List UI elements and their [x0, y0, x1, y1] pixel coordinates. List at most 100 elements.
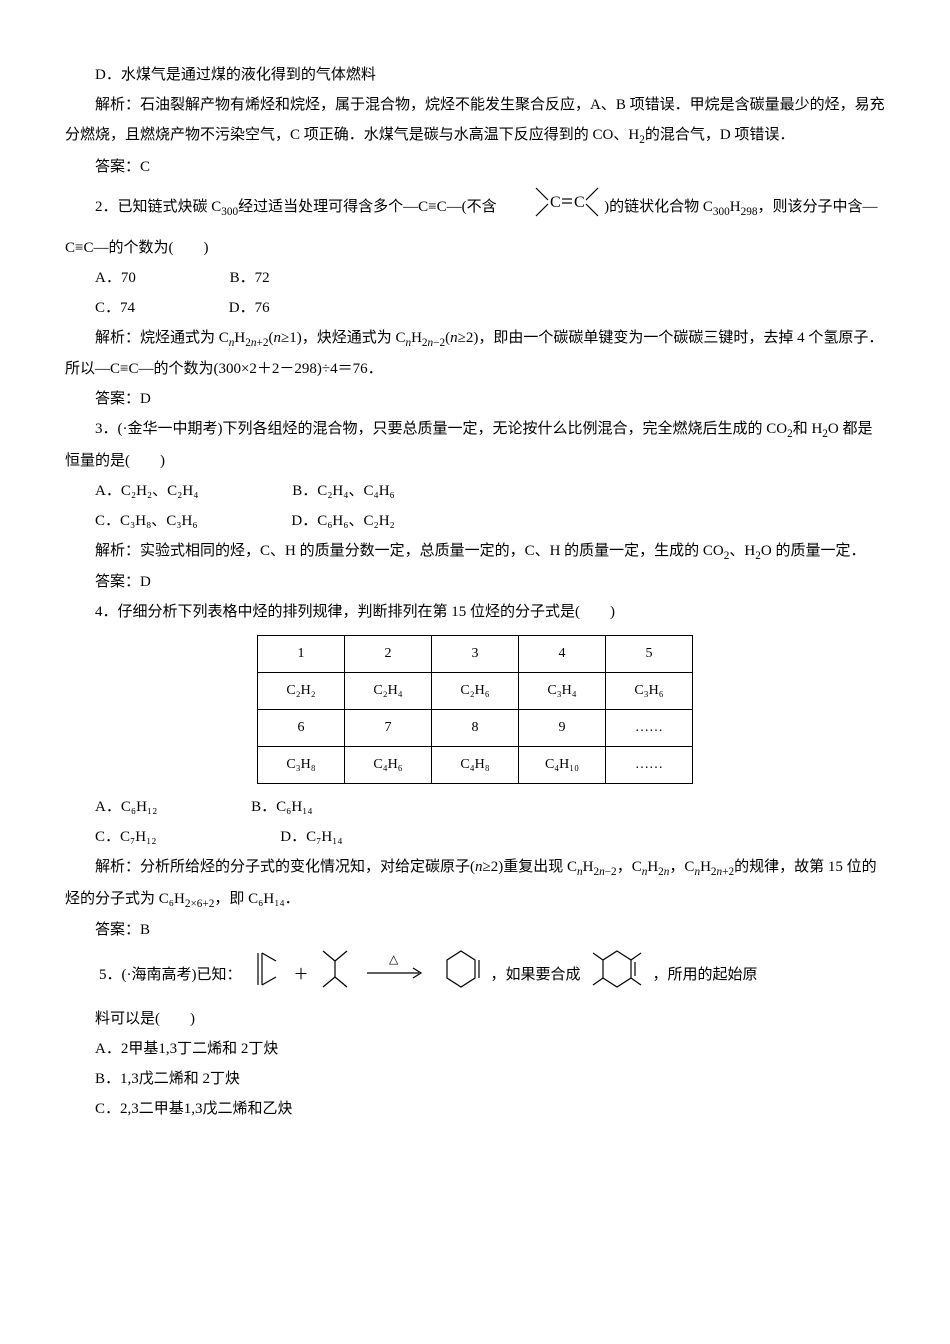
- q5-opt-a: A．2­甲基­1,3­丁二烯和 2­丁炔: [65, 1034, 885, 1064]
- q4-opts-1: A．C₆H₁₂ B．C₆H₁₄: [65, 792, 885, 822]
- table-cell: 4: [519, 636, 606, 673]
- q3e-c: O 的质量一定．: [761, 543, 866, 559]
- table-cell: 6: [258, 710, 345, 747]
- table-cell: C₄H₁₀: [519, 747, 606, 784]
- reactant-diene-icon: [250, 947, 286, 1002]
- sub-2n2: 2n+2: [245, 337, 268, 349]
- q5-c: ，所用的起始原: [653, 960, 758, 990]
- svg-text:△: △: [389, 952, 399, 966]
- q5-a: 5．(·海南高考)已知：: [99, 960, 242, 990]
- q4e-d: ，C: [669, 859, 694, 875]
- question-5: 5．(·海南高考)已知： ＋ △: [95, 945, 885, 1004]
- sub-n1: n: [229, 337, 235, 349]
- q3-opts-2: C．C₃H₈、C₃H₆ D．C₆H₆、C₂H₂: [65, 506, 885, 536]
- q4e-f: ，即 C₆H₁₄．: [214, 891, 299, 907]
- q3-explanation: 解析：实验式相同的烃，C、H 的质量分数一定，总质量一定的，C、H 的质量一定，…: [65, 536, 885, 568]
- sub-262: 2×6+2: [185, 898, 215, 910]
- sub-2np2: 2n+2: [711, 866, 734, 878]
- q2-text-c: )的链状化合物 C: [604, 198, 713, 214]
- table-row: 12345: [258, 636, 693, 673]
- q5-opt-c: C．2,3­二甲基­1,3­戊二烯和乙炔: [65, 1094, 885, 1124]
- question-2: 2．已知链式炔碳 C300经过适当处理可得含多个—C≡C—(不含 C C )的链…: [65, 182, 885, 263]
- question-3: 3．(·金华一中期考)下列各组烃的混合物，只要总质量一定，无论按什么比例混合，完…: [65, 414, 885, 476]
- reactant-alkyne-icon: [317, 947, 353, 1002]
- sub-2n: 2n: [658, 866, 669, 878]
- answer-c: 答案：C: [65, 152, 885, 182]
- sub-n2: n: [405, 337, 411, 349]
- table-row: C₃H₈C₄H₆C₄H₈C₄H₁₀……: [258, 747, 693, 784]
- table-cell: ……: [606, 710, 693, 747]
- q2-opt-d: D．76: [229, 293, 270, 323]
- plus-text: ＋: [294, 960, 309, 990]
- sub-n-q4c: n: [694, 866, 700, 878]
- q2-opts-1: A．70 B．72: [65, 263, 885, 293]
- sub-300: 300: [221, 205, 238, 217]
- q3-opt-c: C．C₃H₈、C₃H₆: [95, 513, 198, 529]
- q3-a: 3．(·金华一中期考)下列各组烃的混合物，只要总质量一定，无论按什么比例混合，完…: [95, 421, 787, 437]
- option-d: D．水煤气是通过煤的液化得到的气体燃料: [65, 60, 885, 90]
- q2-text-a: 2．已知链式炔碳 C: [95, 198, 221, 214]
- n-ge-2: n: [450, 330, 458, 346]
- q2e-a: 解析：烷烃通式为 C: [95, 330, 229, 346]
- target-molecule-icon: [589, 945, 645, 1004]
- table-cell: C₃H₆: [606, 673, 693, 710]
- q2-opts-2: C．74 D．76: [65, 293, 885, 323]
- q3-opts-1: A．C₂H₂、C₂H₄ B．C₂H₄、C₄H₆: [65, 476, 885, 506]
- q5-opt-b: B．1,3­戊二烯和 2­丁炔: [65, 1064, 885, 1094]
- arrow-triangle-icon: △: [361, 951, 431, 998]
- table-cell: C₄H₈: [432, 747, 519, 784]
- table-row: C₂H₂C₂H₄C₂H₆C₃H₄C₃H₆: [258, 673, 693, 710]
- q2e-c: ≥1)，炔烃通式为 C: [281, 330, 405, 346]
- answer-d-1: 答案：D: [65, 384, 885, 414]
- q2-text-b: 经过适当处理可得含多个—C≡C—(不含: [238, 198, 496, 214]
- table-cell: 1: [258, 636, 345, 673]
- q5-b: ，如果要合成: [491, 960, 581, 990]
- table-cell: 8: [432, 710, 519, 747]
- hydrocarbon-table: 12345C₂H₂C₂H₄C₂H₆C₃H₄C₃H₆6789……C₃H₈C₄H₆C…: [257, 635, 693, 784]
- double-bond-icon: C C: [500, 182, 600, 233]
- table-cell: ……: [606, 747, 693, 784]
- q4-opt-c: C．C₇H₁₂: [95, 829, 157, 845]
- table-cell: C₂H₆: [432, 673, 519, 710]
- table-cell: C₄H₆: [345, 747, 432, 784]
- table-cell: C₃H₄: [519, 673, 606, 710]
- q4-explanation: 解析：分析所给烃的分子式的变化情况知，对给定碳原子(n≥2)重复出现 CnH2n…: [65, 852, 885, 915]
- q3-opt-a: A．C₂H₂、C₂H₄: [95, 483, 198, 499]
- table-cell: C₂H₄: [345, 673, 432, 710]
- q2-opt-a: A．70: [95, 270, 136, 286]
- q2-opt-b: B．72: [230, 263, 270, 293]
- explanation-1: 解析：石油裂解产物有烯烃和烷烃，属于混合物，烷烃不能发生聚合反应，A、B 项错误…: [65, 90, 885, 152]
- sub-n-q4b: n: [642, 866, 648, 878]
- table-cell: 3: [432, 636, 519, 673]
- svg-text:C: C: [550, 194, 561, 211]
- answer-d-2: 答案：D: [65, 567, 885, 597]
- q4e-c: ，C: [617, 859, 642, 875]
- q2-explanation: 解析：烷烃通式为 CnH2n+2(n≥1)，炔烃通式为 CnH2n−2(n≥2)…: [65, 323, 885, 385]
- n-q4: n: [475, 859, 483, 875]
- table-cell: C₃H₈: [258, 747, 345, 784]
- sub-n-q4a: n: [577, 866, 583, 878]
- svg-text:C: C: [574, 194, 585, 211]
- table-cell: C₂H₂: [258, 673, 345, 710]
- sub-298: 298: [741, 205, 758, 217]
- cyclohexene-icon: [439, 945, 483, 1004]
- sub-2nm2b: 2n−2: [593, 866, 616, 878]
- q2-opt-c: C．74: [95, 300, 135, 316]
- q3-opt-d: D．C₆H₆、C₂H₂: [291, 506, 394, 536]
- q4-opts-2: C．C₇H₁₂ D．C₇H₁₄: [65, 822, 885, 852]
- q4e-b: ≥2)重复出现 C: [483, 859, 577, 875]
- q5-d: 料可以是( ): [65, 1004, 885, 1034]
- table-cell: 2: [345, 636, 432, 673]
- exp1-text-b: 的混合气，D 项错误．: [645, 127, 795, 143]
- sub-300-2: 300: [713, 205, 730, 217]
- q3e-b: 、H: [729, 543, 755, 559]
- answer-b: 答案：B: [65, 915, 885, 945]
- table-row: 6789……: [258, 710, 693, 747]
- question-4: 4．仔细分析下列表格中烃的排列规律，判断排列在第 15 位烃的分子式是( ): [65, 597, 885, 627]
- q4e-a: 解析：分析所给烃的分子式的变化情况知，对给定碳原子(: [95, 859, 475, 875]
- table-cell: 7: [345, 710, 432, 747]
- sub-2nm2: 2n−2: [422, 337, 445, 349]
- q3e-a: 解析：实验式相同的烃，C、H 的质量分数一定，总质量一定的，C、H 的质量一定，…: [95, 543, 724, 559]
- q3-b: 和 H: [793, 421, 823, 437]
- q4-opt-b: B．C₆H₁₄: [251, 792, 313, 822]
